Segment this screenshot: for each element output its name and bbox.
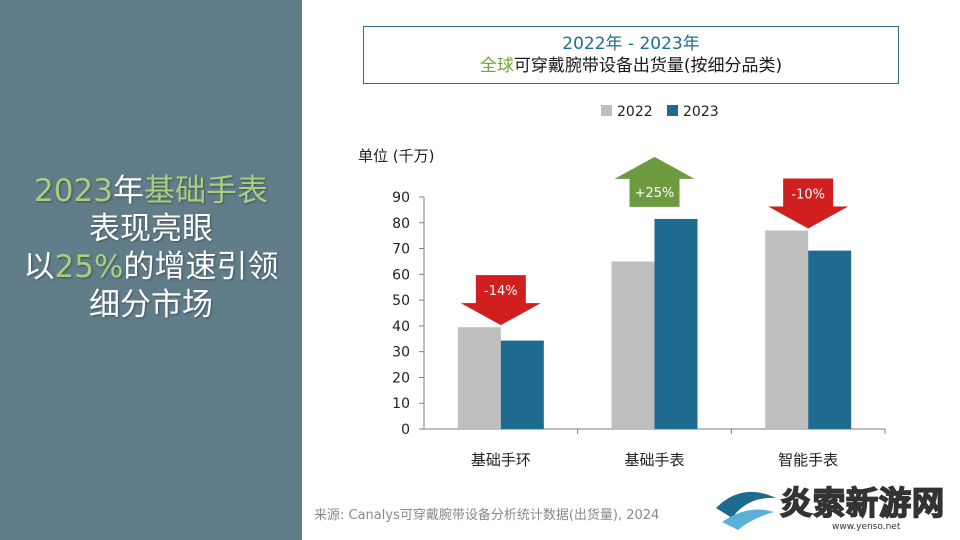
change-label: -10% bbox=[791, 188, 825, 203]
y-tick-label: 80 bbox=[392, 216, 410, 232]
unit-label: 单位 (千万) bbox=[358, 147, 434, 165]
y-tick-label: 50 bbox=[392, 293, 410, 309]
headline: 2023年基础手表 表现亮眼 以25%的增速引领 细分市场 bbox=[0, 172, 302, 324]
legend-swatch bbox=[601, 105, 612, 116]
headline-part: 的增速引领 bbox=[123, 249, 279, 285]
x-category-label: 智能手表 bbox=[778, 451, 838, 469]
headline-part: 基础手表 bbox=[143, 173, 268, 209]
change-arrow-down bbox=[768, 178, 849, 229]
headline-part: 25% bbox=[54, 249, 124, 285]
watermark-url: www.yenso.net bbox=[832, 522, 901, 532]
change-label: +25% bbox=[635, 186, 675, 201]
y-tick-label: 60 bbox=[392, 267, 410, 283]
headline-part: 细分市场 bbox=[89, 287, 213, 323]
change-arrow-down bbox=[460, 275, 541, 326]
y-tick-label: 40 bbox=[392, 319, 410, 335]
y-tick-label: 90 bbox=[392, 190, 410, 206]
legend-label: 2022 bbox=[617, 104, 653, 120]
source-note: 来源: Canalys可穿戴腕带设备分析统计数据(出货量), 2024 bbox=[314, 508, 660, 523]
headline-part: 以 bbox=[23, 249, 55, 285]
legend-label: 2023 bbox=[683, 104, 719, 120]
chart-title-highlight: 全球 bbox=[479, 56, 514, 76]
chart-title-rest: 可穿戴腕带设备出货量(按细分品类) bbox=[513, 56, 783, 76]
headline-part: 年 bbox=[112, 173, 144, 209]
bar-2023 bbox=[654, 218, 698, 429]
chart-title-main: 全球可穿戴腕带设备出货量(按细分品类) bbox=[364, 55, 898, 77]
headline-part: 2023 bbox=[34, 173, 113, 209]
bar-2022 bbox=[457, 327, 501, 429]
bar-2022 bbox=[611, 261, 655, 429]
watermark-logo-icon bbox=[716, 491, 776, 530]
y-tick-label: 30 bbox=[392, 345, 410, 361]
x-category-label: 基础手环 bbox=[471, 451, 531, 469]
legend-swatch bbox=[667, 105, 678, 116]
y-tick-label: 10 bbox=[392, 396, 410, 412]
bar-2022 bbox=[765, 230, 809, 429]
watermark-text: 炎索新游网 bbox=[779, 483, 946, 523]
y-tick-label: 0 bbox=[401, 422, 410, 438]
chart-title-years: 2022年 - 2023年 bbox=[562, 34, 700, 54]
change-arrow-up bbox=[614, 156, 695, 207]
x-category-label: 基础手表 bbox=[624, 451, 684, 469]
change-label: -14% bbox=[484, 284, 518, 299]
bar-2023 bbox=[500, 340, 544, 429]
bar-2023 bbox=[808, 250, 852, 429]
y-tick-label: 20 bbox=[392, 370, 410, 386]
chart-title-box: 2022年 - 2023年 全球可穿戴腕带设备出货量(按细分品类) bbox=[363, 26, 899, 84]
y-tick-label: 70 bbox=[392, 242, 410, 258]
left-panel bbox=[0, 0, 302, 540]
headline-part: 表现亮眼 bbox=[89, 211, 213, 247]
